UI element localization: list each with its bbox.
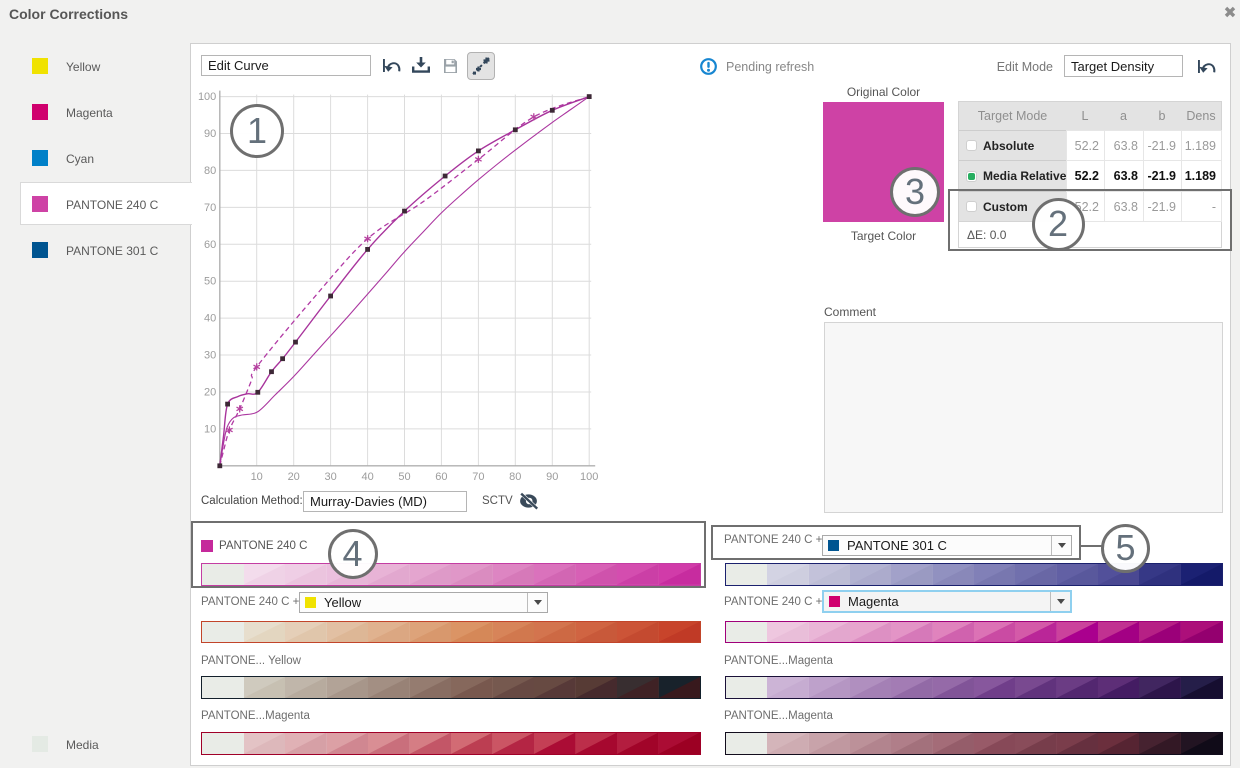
svg-text:20: 20 [204, 387, 216, 399]
svg-text:60: 60 [435, 471, 447, 483]
svg-text:40: 40 [204, 313, 216, 325]
svg-text:100: 100 [580, 471, 598, 483]
svg-text:90: 90 [546, 471, 558, 483]
svg-text:100: 100 [198, 91, 216, 103]
svg-text:50: 50 [204, 276, 216, 288]
svg-text:80: 80 [204, 165, 216, 177]
svg-text:10: 10 [204, 423, 216, 435]
svg-text:30: 30 [324, 471, 336, 483]
svg-text:40: 40 [361, 471, 373, 483]
svg-text:60: 60 [204, 239, 216, 251]
svg-text:30: 30 [204, 350, 216, 362]
svg-text:50: 50 [398, 471, 410, 483]
svg-text:80: 80 [509, 471, 521, 483]
svg-text:90: 90 [204, 128, 216, 140]
svg-text:20: 20 [288, 471, 300, 483]
svg-text:70: 70 [472, 471, 484, 483]
svg-text:10: 10 [251, 471, 263, 483]
svg-text:70: 70 [204, 202, 216, 214]
